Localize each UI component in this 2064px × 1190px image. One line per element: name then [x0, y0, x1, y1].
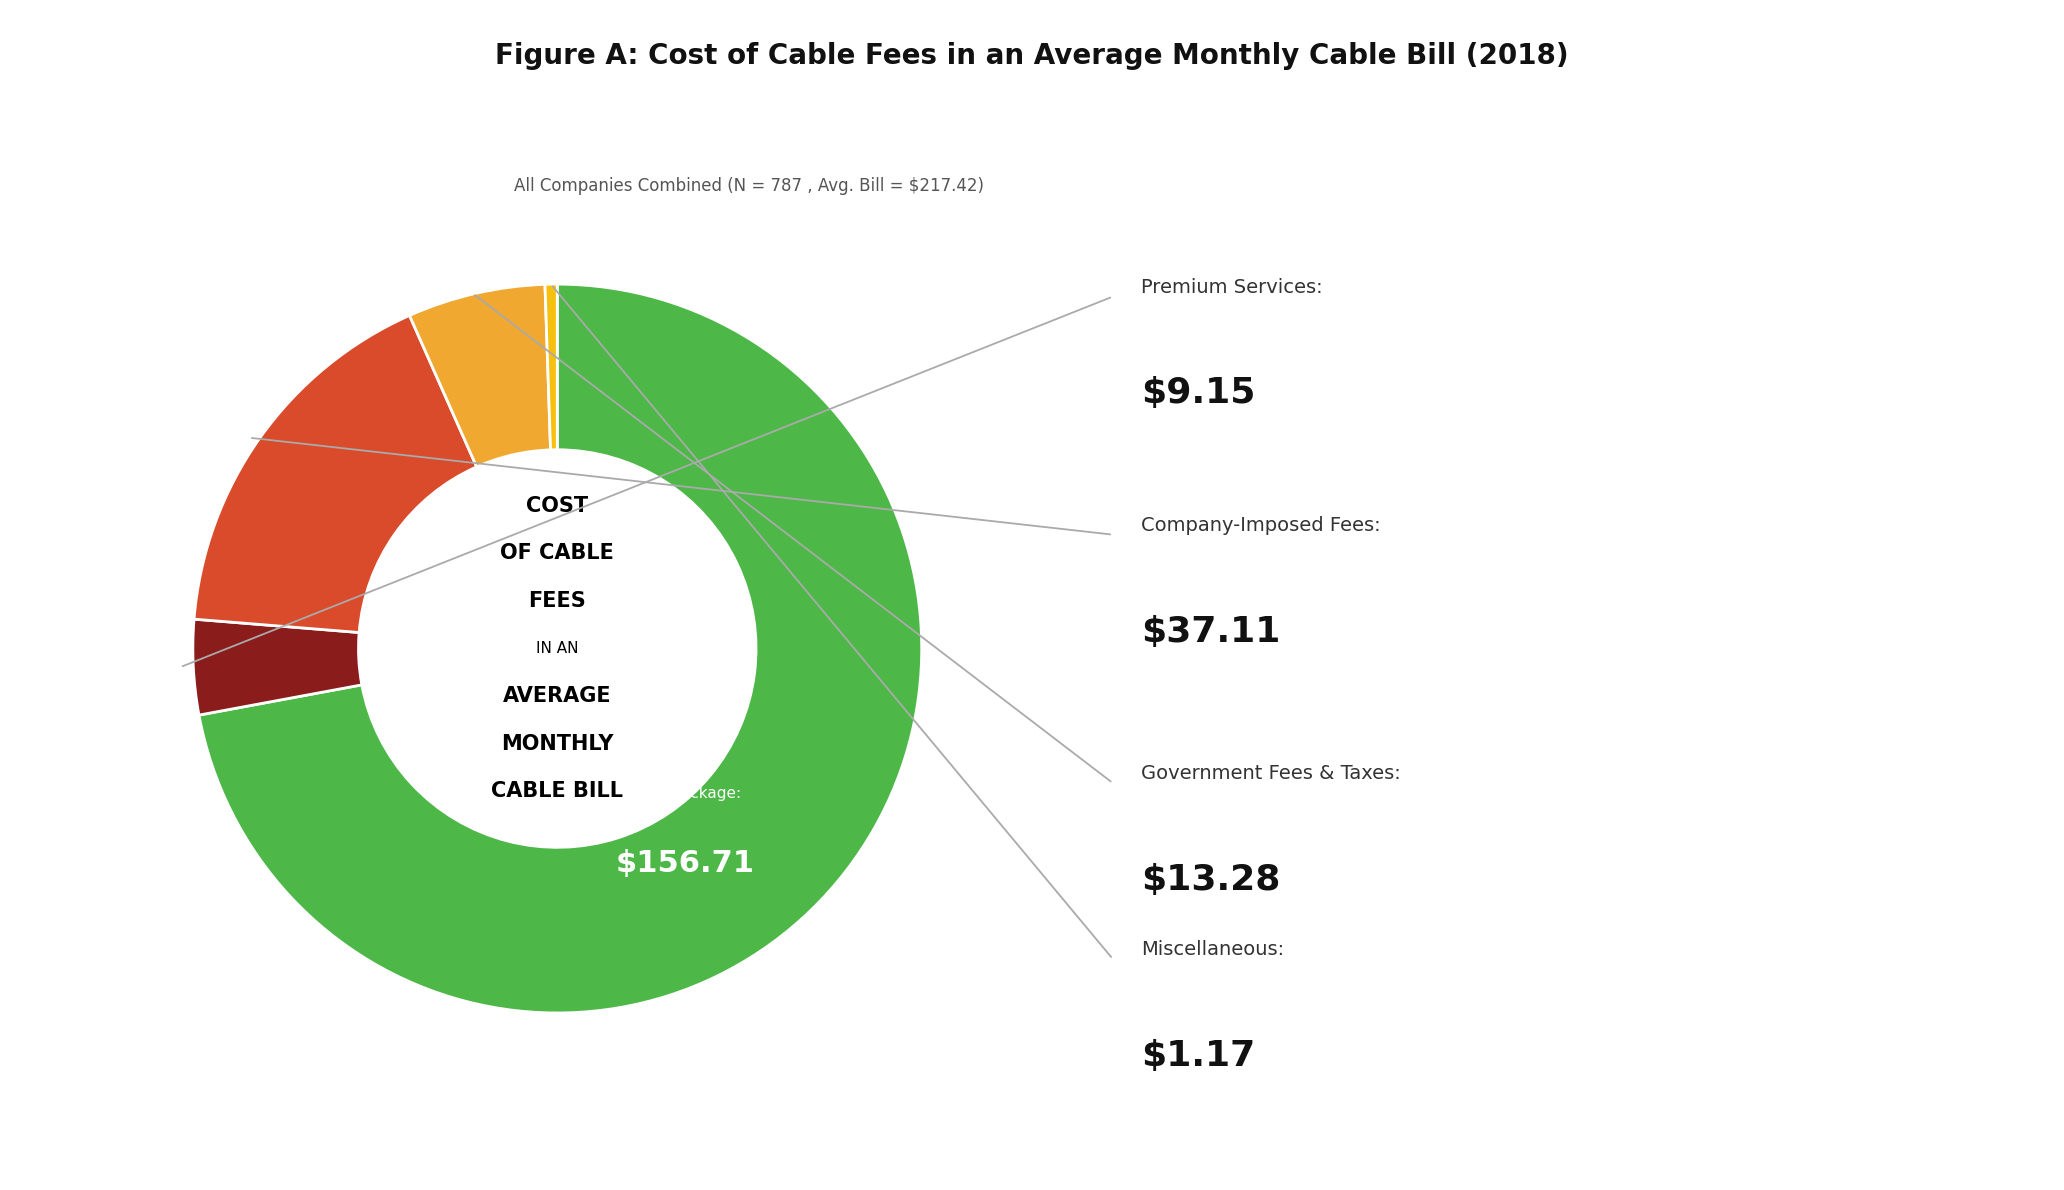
Text: FEES: FEES	[528, 591, 586, 610]
Text: COST: COST	[526, 496, 588, 515]
Text: Base Package:: Base Package:	[630, 785, 741, 801]
Text: IN AN: IN AN	[537, 641, 578, 656]
Text: MONTHLY: MONTHLY	[502, 734, 613, 753]
Text: Premium Services:: Premium Services:	[1141, 277, 1323, 296]
Text: Figure A: Cost of Cable Fees in an Average Monthly Cable Bill (2018): Figure A: Cost of Cable Fees in an Avera…	[495, 42, 1569, 70]
Text: Company-Imposed Fees:: Company-Imposed Fees:	[1141, 515, 1381, 534]
Text: CABLE BILL: CABLE BILL	[491, 782, 623, 801]
Wedge shape	[194, 315, 477, 633]
Wedge shape	[545, 284, 557, 450]
Text: $156.71: $156.71	[615, 850, 755, 878]
Text: AVERAGE: AVERAGE	[504, 687, 611, 706]
Text: Government Fees & Taxes:: Government Fees & Taxes:	[1141, 764, 1401, 783]
Text: All Companies Combined (N = 787 , Avg. Bill = $217.42): All Companies Combined (N = 787 , Avg. B…	[514, 177, 985, 195]
Circle shape	[359, 450, 755, 847]
Wedge shape	[198, 284, 923, 1013]
Text: OF CABLE: OF CABLE	[499, 544, 615, 563]
Wedge shape	[192, 619, 361, 715]
Text: Miscellaneous:: Miscellaneous:	[1141, 940, 1284, 959]
Text: $37.11: $37.11	[1141, 614, 1282, 649]
Text: $1.17: $1.17	[1141, 1039, 1255, 1073]
Text: $9.15: $9.15	[1141, 376, 1255, 411]
Text: $13.28: $13.28	[1141, 863, 1282, 897]
Wedge shape	[409, 284, 551, 466]
